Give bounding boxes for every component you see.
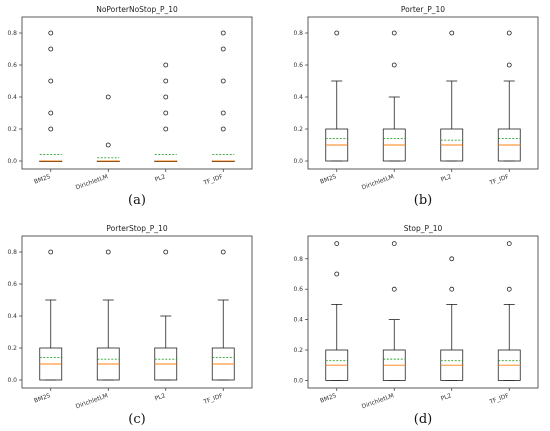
x-tick-label: DirichletLM [75, 173, 109, 191]
x-tick-label: BM25 [319, 392, 337, 404]
y-tick-label: 0.4 [7, 313, 17, 320]
outlier-point [391, 30, 397, 36]
panel-a: NoPorterNoStop_P_10 0.0 0.2 0.4 0.6 0.8 BM25 D… [7, 5, 253, 208]
outlier-point [163, 62, 169, 68]
x-tick-label: PL2 [440, 392, 453, 402]
y-tick-label: 0.8 [7, 249, 17, 256]
plot-frame [21, 16, 253, 170]
outlier-point [48, 78, 54, 84]
panel-title: Stop_P_10 [404, 224, 443, 233]
y-tick-label: 0.4 [293, 317, 303, 324]
y-tick-label: 0.8 [293, 256, 303, 263]
panel-title: NoPorterNoStop_P_10 [96, 5, 178, 14]
outlier-point [506, 241, 512, 247]
panel-caption: (a) [128, 193, 146, 208]
x-tick-label: BM25 [319, 173, 337, 185]
plot-marks: 0.0 0.2 0.4 0.6 0.8 BM25 DirichletLM PL2 TF_IDF [7, 30, 235, 191]
outlier-point [391, 241, 397, 247]
outlier-point [334, 241, 340, 247]
outlier-point [506, 62, 512, 68]
panel-d: Stop_P_10 0.0 0.2 0.4 0.6 0.8 BM25 DirichletLM… [293, 224, 539, 427]
panel-caption: (b) [414, 193, 432, 208]
y-tick-label: 0.6 [7, 281, 17, 288]
outlier-point [220, 30, 226, 36]
plot-frame [21, 235, 253, 389]
outlier-point [449, 286, 455, 292]
plot-marks: 0.0 0.2 0.4 0.6 0.8 BM25 DirichletLM PL2 TF_IDF [293, 30, 521, 191]
panel-title: Porter_P_10 [401, 5, 445, 14]
x-tick-label: BM25 [33, 173, 51, 185]
y-tick-label: 0.2 [293, 347, 303, 354]
outlier-point [391, 286, 397, 292]
y-tick-label: 0.4 [293, 94, 303, 101]
outlier-point [391, 62, 397, 68]
plot-frame [307, 16, 539, 170]
panel-c: PorterStop_P_10 0.0 0.2 0.4 0.6 0.8 BM25 Diric… [7, 224, 253, 427]
x-tick-label: PL2 [154, 173, 167, 183]
outlier-point [105, 249, 111, 255]
x-tick-label: TF_IDF [202, 173, 225, 187]
x-tick-label: PL2 [440, 173, 453, 183]
outlier-point [220, 78, 226, 84]
plot-marks: 0.0 0.2 0.4 0.6 0.8 BM25 DirichletLM PL2 TF_IDF [7, 249, 235, 410]
panel-caption: (c) [128, 412, 145, 427]
x-tick-label: DirichletLM [361, 392, 395, 410]
outlier-point [506, 286, 512, 292]
x-tick-label: BM25 [33, 392, 51, 404]
y-tick-label: 0.6 [293, 286, 303, 293]
outlier-point [163, 110, 169, 116]
x-tick-label: TF_IDF [488, 392, 511, 406]
y-tick-label: 0.0 [7, 158, 17, 165]
outlier-point [48, 46, 54, 52]
x-tick-label: DirichletLM [75, 392, 109, 410]
outlier-point [220, 249, 226, 255]
outlier-point [105, 142, 111, 148]
y-tick-label: 0.8 [7, 30, 17, 37]
panel-b: Porter_P_10 0.0 0.2 0.4 0.6 0.8 BM25 Dirichlet… [293, 5, 539, 208]
outlier-point [48, 249, 54, 255]
y-tick-label: 0.2 [7, 345, 17, 352]
x-tick-label: TF_IDF [488, 173, 511, 187]
outlier-point [334, 30, 340, 36]
y-tick-label: 0.4 [7, 94, 17, 101]
outlier-point [220, 126, 226, 132]
x-tick-label: TF_IDF [202, 392, 225, 406]
y-tick-label: 0.6 [7, 62, 17, 69]
outlier-point [48, 30, 54, 36]
y-tick-label: 0.0 [293, 158, 303, 165]
outlier-point [48, 110, 54, 116]
outlier-point [449, 30, 455, 36]
y-tick-label: 0.0 [7, 377, 17, 384]
plot-frame [307, 235, 539, 389]
y-tick-label: 0.2 [7, 126, 17, 133]
outlier-point [163, 249, 169, 255]
panel-caption: (d) [414, 412, 432, 427]
outlier-point [449, 256, 455, 262]
outlier-point [163, 94, 169, 100]
outlier-point [506, 30, 512, 36]
y-tick-label: 0.6 [293, 62, 303, 69]
y-tick-label: 0.0 [293, 377, 303, 384]
outlier-point [163, 126, 169, 132]
outlier-point [105, 94, 111, 100]
plot-marks: 0.0 0.2 0.4 0.6 0.8 BM25 DirichletLM PL2 TF_IDF [293, 241, 521, 410]
outlier-point [220, 46, 226, 52]
panel-title: PorterStop_P_10 [106, 224, 167, 233]
x-tick-label: DirichletLM [361, 173, 395, 191]
outlier-point [220, 110, 226, 116]
y-tick-label: 0.2 [293, 126, 303, 133]
outlier-point [48, 126, 54, 132]
outlier-point [163, 78, 169, 84]
outlier-point [334, 271, 340, 277]
y-tick-label: 0.8 [293, 30, 303, 37]
x-tick-label: PL2 [154, 392, 167, 402]
